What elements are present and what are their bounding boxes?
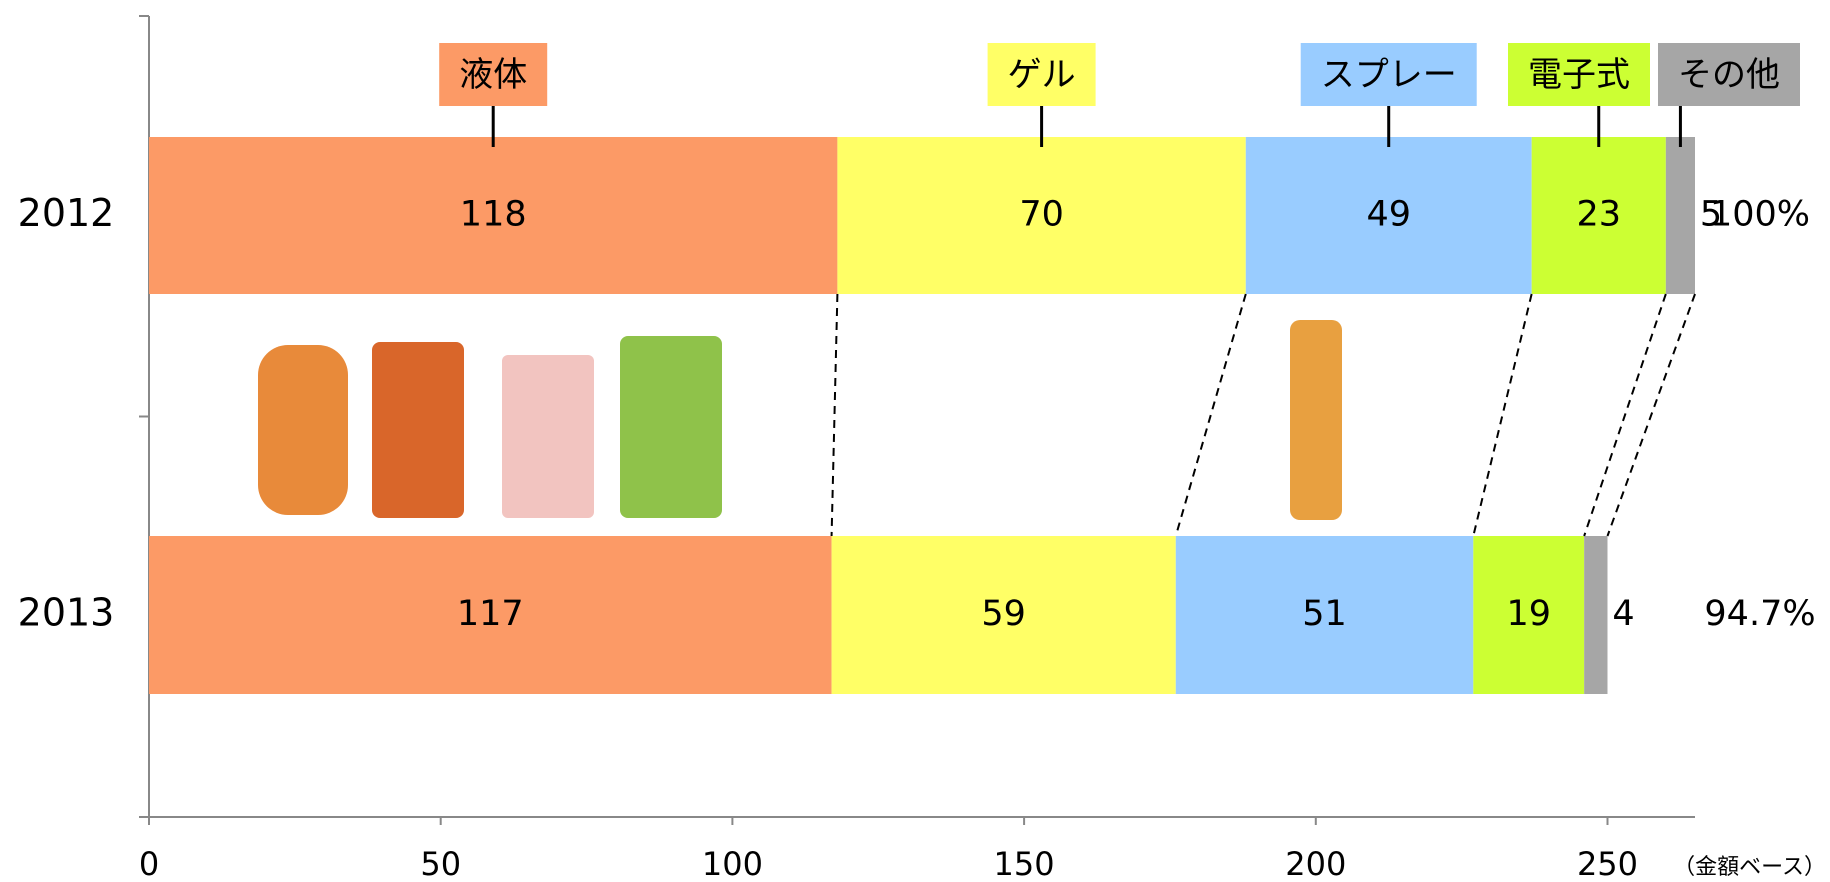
legend-label: その他 <box>1678 55 1780 95</box>
value-label: 4 <box>1612 594 1634 634</box>
legend-swatch <box>1658 43 1800 106</box>
legend-swatch <box>1508 43 1650 106</box>
x-tick-label: 200 <box>1285 845 1346 882</box>
x-tick-label: 150 <box>994 845 1055 882</box>
connector <box>1472 293 1533 537</box>
bar-segment <box>149 536 832 694</box>
x-tick-label: 0 <box>139 845 159 882</box>
bar-segment <box>149 137 838 294</box>
legend-swatch <box>987 43 1096 106</box>
bar-segment <box>1665 137 1695 294</box>
bar-segment <box>1531 137 1666 294</box>
bar-segment <box>1473 536 1585 694</box>
product-image <box>502 355 594 518</box>
note: （金額ベース） <box>1673 855 1826 880</box>
product-image <box>258 345 348 515</box>
value-label: 19 <box>1506 594 1551 634</box>
bar-segment <box>1584 536 1608 694</box>
bar-segment <box>837 137 1246 294</box>
category-label: 2012 <box>18 191 115 235</box>
connector <box>1583 293 1667 537</box>
value-label: 117 <box>457 594 524 634</box>
total-label: 100% <box>1710 195 1810 235</box>
product-image <box>620 336 722 518</box>
value-label: 23 <box>1576 195 1621 235</box>
x-tick-label: 100 <box>702 845 763 882</box>
connector <box>830 293 839 537</box>
connector <box>1606 293 1696 537</box>
legend-label: 電子式 <box>1528 55 1630 95</box>
legend-swatch <box>1300 43 1477 106</box>
legend-swatch <box>439 43 548 106</box>
value-label: 59 <box>981 594 1026 634</box>
bar-segment <box>1245 137 1532 294</box>
legend-label: スプレー <box>1321 55 1457 95</box>
product-image <box>372 342 464 518</box>
legend-label: ゲル <box>1008 55 1076 95</box>
value-label: 49 <box>1366 195 1411 235</box>
x-tick-label: 250 <box>1577 845 1638 882</box>
product-images <box>258 320 1342 520</box>
value-label: 51 <box>1302 594 1347 634</box>
connector <box>1174 293 1247 537</box>
category-label: 2013 <box>18 591 115 635</box>
bar-segment <box>831 536 1176 694</box>
value-label: 70 <box>1019 195 1064 235</box>
value-label: 5 <box>1700 195 1722 235</box>
product-image <box>1290 320 1342 520</box>
x-tick-label: 50 <box>420 845 461 882</box>
total-label: 94.7% <box>1704 594 1815 634</box>
value-label: 118 <box>460 195 527 235</box>
bar-segment <box>1175 536 1474 694</box>
legend-label: 液体 <box>459 55 527 95</box>
